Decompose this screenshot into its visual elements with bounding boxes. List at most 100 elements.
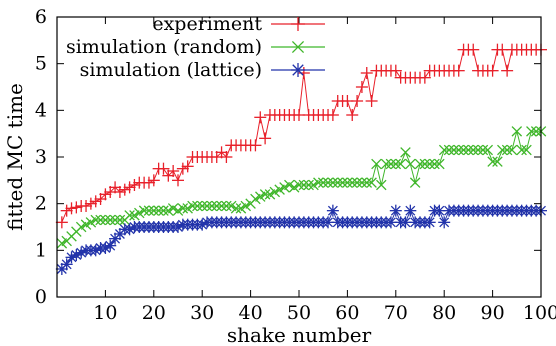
data-point	[94, 193, 107, 205]
data-point	[124, 210, 135, 221]
y-axis-label: fitted MC time	[3, 83, 27, 231]
y-tick-label: 2	[35, 193, 47, 215]
data-point	[167, 165, 180, 177]
data-point	[70, 201, 83, 214]
data-point	[114, 214, 126, 226]
data-point	[181, 160, 194, 173]
plot-area	[55, 43, 547, 275]
data-point	[123, 181, 136, 194]
data-point	[249, 139, 262, 152]
data-point	[351, 95, 364, 107]
data-point	[147, 174, 160, 187]
data-point	[157, 162, 170, 175]
data-point	[326, 204, 339, 217]
x-axis-label: shake number	[227, 323, 372, 346]
data-point	[395, 158, 406, 170]
data-point	[438, 216, 451, 229]
data-point	[128, 179, 141, 191]
data-point	[142, 176, 155, 189]
data-point	[158, 205, 169, 216]
data-point	[453, 144, 464, 156]
data-point	[65, 202, 78, 215]
data-point	[297, 67, 310, 79]
data-point	[75, 246, 88, 259]
data-point	[477, 144, 489, 156]
data-point	[192, 200, 203, 212]
data-point	[123, 223, 136, 236]
data-point	[215, 146, 228, 159]
data-point	[472, 144, 484, 156]
data-point	[497, 144, 508, 156]
data-point	[230, 203, 242, 214]
legend-marker	[291, 17, 305, 31]
data-point	[259, 132, 272, 145]
y-tick-label: 4	[35, 99, 47, 121]
data-point	[65, 251, 78, 264]
y-tick-label: 3	[35, 146, 47, 168]
data-point	[487, 156, 498, 167]
data-point	[220, 151, 233, 163]
data-point	[176, 162, 189, 175]
data-point	[153, 205, 164, 216]
data-point	[365, 95, 378, 107]
series-1	[55, 43, 547, 229]
x-tick-label: 10	[93, 302, 117, 324]
x-tick-label: 60	[335, 302, 359, 324]
data-point	[60, 258, 73, 271]
data-point	[486, 64, 499, 77]
data-point	[298, 179, 310, 191]
data-point	[361, 177, 373, 188]
data-point	[405, 158, 416, 170]
data-point	[516, 144, 527, 156]
data-point	[55, 263, 68, 275]
data-point	[389, 64, 402, 77]
data-point	[118, 183, 131, 196]
data-point	[100, 214, 111, 226]
data-point	[414, 158, 426, 170]
data-point	[530, 126, 542, 137]
data-point	[448, 144, 460, 156]
x-tick-label: 100	[523, 302, 556, 324]
data-point	[113, 186, 126, 198]
data-point	[99, 242, 112, 254]
data-point	[109, 181, 122, 194]
x-tick-label: 80	[432, 302, 456, 324]
data-point	[206, 200, 218, 212]
data-point	[104, 239, 117, 252]
data-point	[293, 179, 305, 191]
data-point	[371, 158, 382, 170]
data-point	[463, 144, 474, 156]
data-point	[216, 200, 227, 212]
data-point	[172, 221, 184, 233]
data-point	[60, 204, 73, 217]
data-point	[400, 147, 411, 158]
data-point	[322, 177, 334, 188]
data-point	[211, 200, 222, 212]
legend-label: simulation (lattice)	[80, 59, 262, 81]
data-point	[138, 205, 150, 216]
data-point	[303, 179, 314, 191]
data-point	[458, 144, 469, 156]
data-point	[70, 249, 83, 261]
data-point	[418, 71, 431, 84]
data-point	[55, 216, 68, 229]
legend-label: simulation (random)	[66, 36, 262, 58]
data-point	[511, 126, 523, 137]
y-tick-label: 1	[35, 239, 47, 261]
data-point	[254, 111, 267, 124]
data-point	[424, 158, 435, 170]
data-point	[452, 64, 465, 77]
data-point	[501, 64, 514, 77]
data-point	[326, 109, 339, 121]
data-point	[322, 216, 335, 229]
data-point	[89, 195, 102, 208]
data-point	[99, 188, 112, 201]
data-point	[429, 158, 440, 170]
data-point	[360, 67, 373, 79]
data-point	[327, 177, 339, 188]
data-point	[177, 203, 189, 214]
data-point	[366, 177, 377, 188]
data-point	[90, 214, 101, 226]
data-point	[482, 144, 494, 156]
